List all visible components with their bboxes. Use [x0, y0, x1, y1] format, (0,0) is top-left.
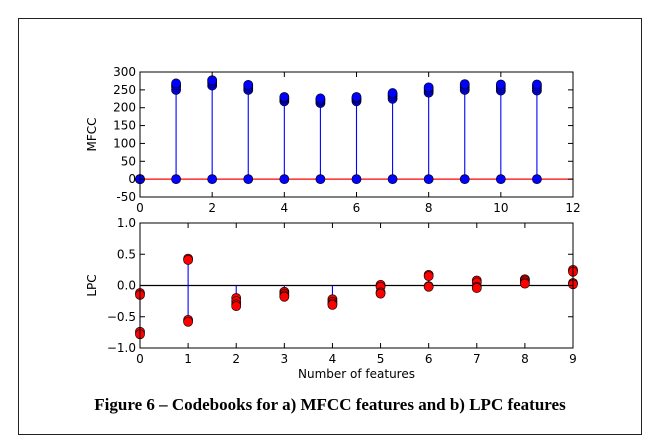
chart2-x-tick-label: 1	[184, 352, 192, 366]
chart1-x-tick-label: 0	[136, 201, 144, 215]
chart1-data-point	[423, 82, 434, 93]
chart1-y-tick-label: 250	[113, 83, 136, 97]
chart1-x-tick-label: 10	[493, 201, 508, 215]
chart1-y-tick-label: -50	[116, 190, 136, 204]
chart2-x-tick-label: 0	[136, 352, 144, 366]
chart2-y-axis-label: LPC	[85, 274, 99, 296]
chart2-data-point	[519, 278, 530, 289]
chart1-data-point	[532, 174, 542, 185]
chart1-data-point	[351, 174, 362, 185]
chart1-data-point	[171, 174, 181, 185]
chart1-data-point	[207, 174, 218, 185]
chart1-data-point	[387, 88, 398, 98]
chart2-data-point	[231, 301, 242, 312]
chart1-data-point	[459, 79, 470, 90]
chart2-data-point	[423, 271, 434, 282]
chart1-y-tick-label: 50	[121, 154, 136, 168]
chart2-data-point	[183, 254, 194, 265]
chart2-data-point	[327, 299, 338, 310]
chart2-x-tick-label: 4	[329, 352, 337, 366]
chart2-y-tick-label: −1.0	[107, 341, 136, 355]
chart1-data-point	[495, 79, 506, 90]
chart1-data-point	[351, 92, 362, 102]
chart2-x-axis-label: Number of features	[298, 367, 415, 381]
chart1-data-point	[171, 78, 181, 89]
chart1-x-tick-label: 2	[208, 201, 216, 215]
chart2-x-tick-label: 5	[377, 352, 385, 366]
chart1-y-axis-label: MFCC	[85, 117, 99, 151]
figure-caption: Figure 6 – Codebooks for a) MFCC feature…	[94, 395, 566, 414]
chart1-data-point	[315, 93, 326, 104]
chart1-y-tick-label: 200	[113, 101, 136, 115]
chart1-data-point	[387, 174, 398, 185]
chart1-data-point	[532, 79, 542, 90]
chart1-data-point	[459, 174, 470, 185]
chart1-data-point	[423, 174, 434, 185]
chart2-data-point	[423, 281, 434, 292]
chart2-x-tick-label: 8	[521, 352, 529, 366]
chart2-y-tick-label: −0.5	[107, 310, 136, 324]
chart2-y-tick-label: 1.0	[117, 216, 136, 230]
chart2-data-point	[471, 283, 482, 293]
chart1-data-point	[279, 92, 290, 102]
chart1-x-tick-label: 12	[565, 201, 580, 215]
chart1-y-tick-label: 100	[113, 136, 136, 150]
chart2-x-tick-label: 6	[425, 352, 433, 366]
chart2-x-tick-label: 3	[281, 352, 289, 366]
chart1-y-tick-label: 300	[113, 65, 136, 79]
chart1-data-point	[243, 79, 254, 90]
chart2-x-tick-label: 9	[569, 352, 577, 366]
chart2-data-point	[279, 291, 290, 302]
chart1-x-tick-label: 4	[281, 201, 289, 215]
chart1-x-tick-label: 6	[353, 201, 361, 215]
chart1-data-point	[315, 174, 326, 185]
chart2-x-tick-label: 7	[473, 352, 481, 366]
chart2-x-tick-label: 2	[232, 352, 240, 366]
chart1-data-point	[243, 174, 254, 185]
chart2-data-point	[183, 316, 194, 327]
chart1-y-tick-label: 150	[113, 119, 136, 133]
chart1-x-tick-label: 8	[425, 201, 433, 215]
chart1-data-point	[279, 174, 290, 185]
chart2-data-point	[375, 288, 386, 299]
chart1-y-tick-label: 0	[128, 172, 136, 186]
chart2-y-tick-label: 0.0	[117, 279, 136, 293]
chart2-y-tick-label: 0.5	[117, 247, 136, 261]
chart1-data-point	[495, 174, 506, 185]
